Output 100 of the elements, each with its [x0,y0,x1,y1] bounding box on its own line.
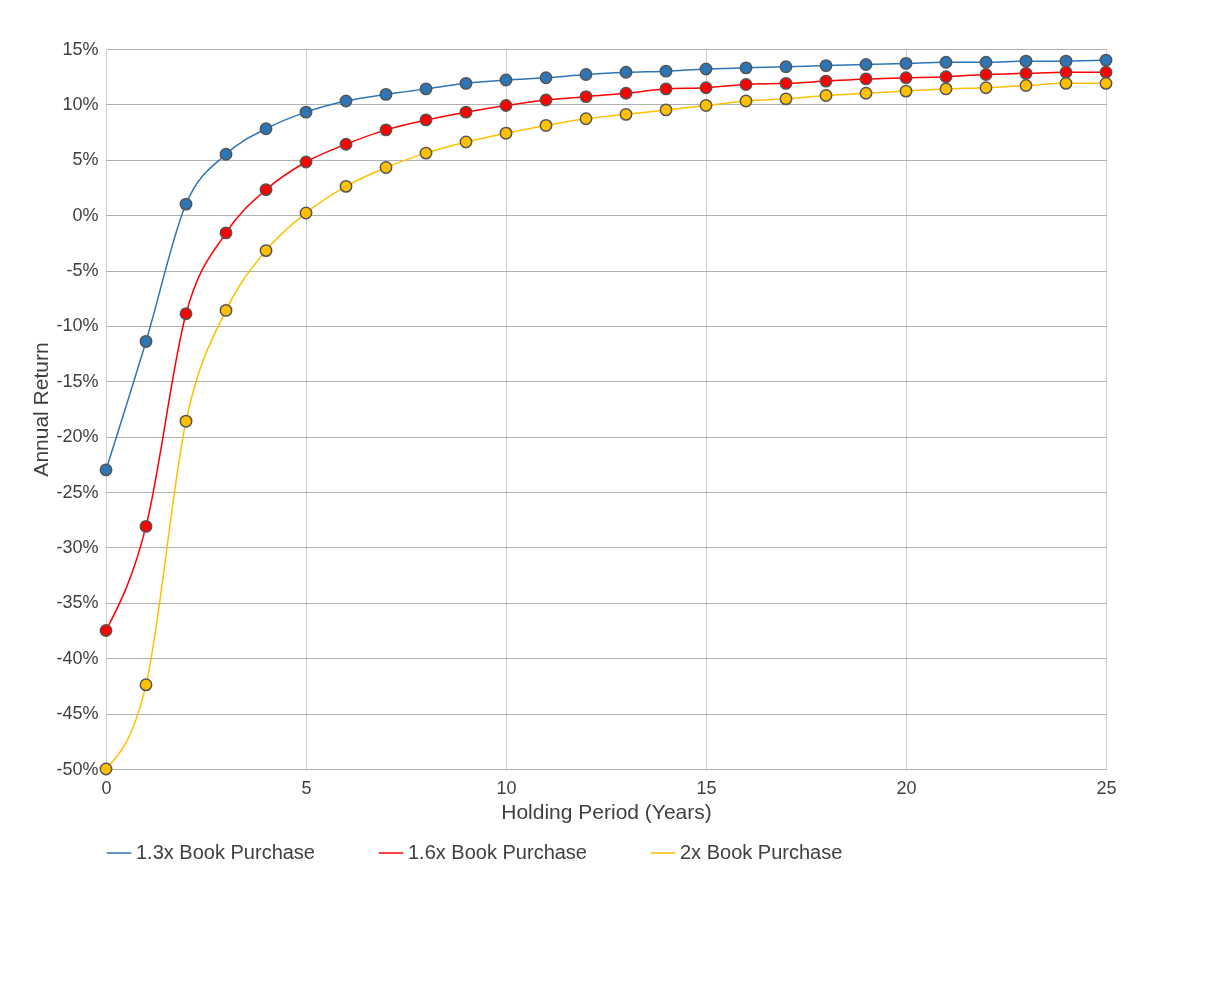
point [1059,65,1073,79]
point [299,155,313,169]
point [659,103,673,117]
point [939,55,953,69]
point [379,87,393,101]
point [979,55,993,69]
y-tick-label: 5% [72,149,99,170]
y-tick-label: -20% [56,426,99,447]
point [379,123,393,137]
y-tick-label: 10% [62,93,99,114]
point [259,122,273,136]
point [179,414,193,428]
y-tick-label: -45% [56,703,99,724]
point [859,58,873,71]
point [979,81,993,95]
point [579,90,593,104]
point [1099,76,1113,90]
y-tick-label: -25% [56,481,99,502]
point [459,105,473,119]
point [859,72,873,86]
y-tick-label: -50% [56,758,99,779]
point [99,463,113,477]
point [499,126,513,140]
x-tick-label: 0 [101,777,112,798]
point [299,206,313,220]
point [659,82,673,96]
point [339,94,353,108]
point [899,56,913,70]
legend-label: 1.6x Book Purchase [408,841,587,863]
x-tick-label: 5 [301,777,312,798]
legend-label: 1.3x Book Purchase [136,841,315,863]
point [539,71,553,85]
y-axis-title: Annual Return [29,342,53,477]
point [419,146,433,160]
point [979,68,993,81]
point [819,59,833,73]
point [379,161,393,174]
y-tick-label: -30% [56,536,99,557]
point [939,70,953,84]
y-tick-label: 15% [62,38,99,59]
point [579,68,593,81]
point [779,60,793,74]
point [939,82,953,96]
x-tick-label: 25 [1096,777,1117,798]
point [1059,76,1073,90]
point [1059,54,1073,68]
point [539,93,553,107]
point [699,62,713,76]
point [619,86,633,100]
point [619,107,633,121]
y-tick-label: 0% [72,204,99,225]
x-tick-label: 15 [696,777,717,798]
x-axis-title: Holding Period (Years) [501,799,712,823]
point [99,624,113,637]
point [859,86,873,100]
point [739,61,753,75]
point [459,76,473,90]
point [179,307,193,321]
point [779,92,793,106]
point [339,137,353,151]
point [419,113,433,127]
x-tick-label: 20 [896,777,917,798]
point [99,762,113,776]
point [659,64,673,78]
y-tick-label: -5% [66,260,99,281]
point [1099,65,1113,79]
point [739,78,753,91]
point [539,118,553,132]
point [139,519,153,533]
point [139,334,153,348]
point [259,183,273,197]
y-tick-label: -40% [56,647,99,668]
point [259,244,273,258]
point [179,197,193,211]
point [419,82,433,96]
point [819,74,833,88]
x-tick-label: 10 [496,777,517,798]
point [619,65,633,79]
point [1019,79,1033,92]
point [899,84,913,98]
y-tick-label: -15% [56,370,99,391]
point [899,71,913,85]
point [579,112,593,126]
point [219,147,233,161]
point [219,226,233,240]
point [499,73,513,87]
point [779,76,793,90]
legend-label: 2x Book Purchase [680,841,843,863]
point [699,99,713,112]
point [1019,66,1033,80]
point [1019,54,1033,68]
point [339,179,353,193]
y-tick-label: -35% [56,592,99,613]
point [139,678,153,692]
point [219,303,233,317]
point [819,89,833,102]
point [299,105,313,119]
point [459,135,473,149]
point [499,99,513,112]
y-tick-label: -10% [56,315,99,336]
